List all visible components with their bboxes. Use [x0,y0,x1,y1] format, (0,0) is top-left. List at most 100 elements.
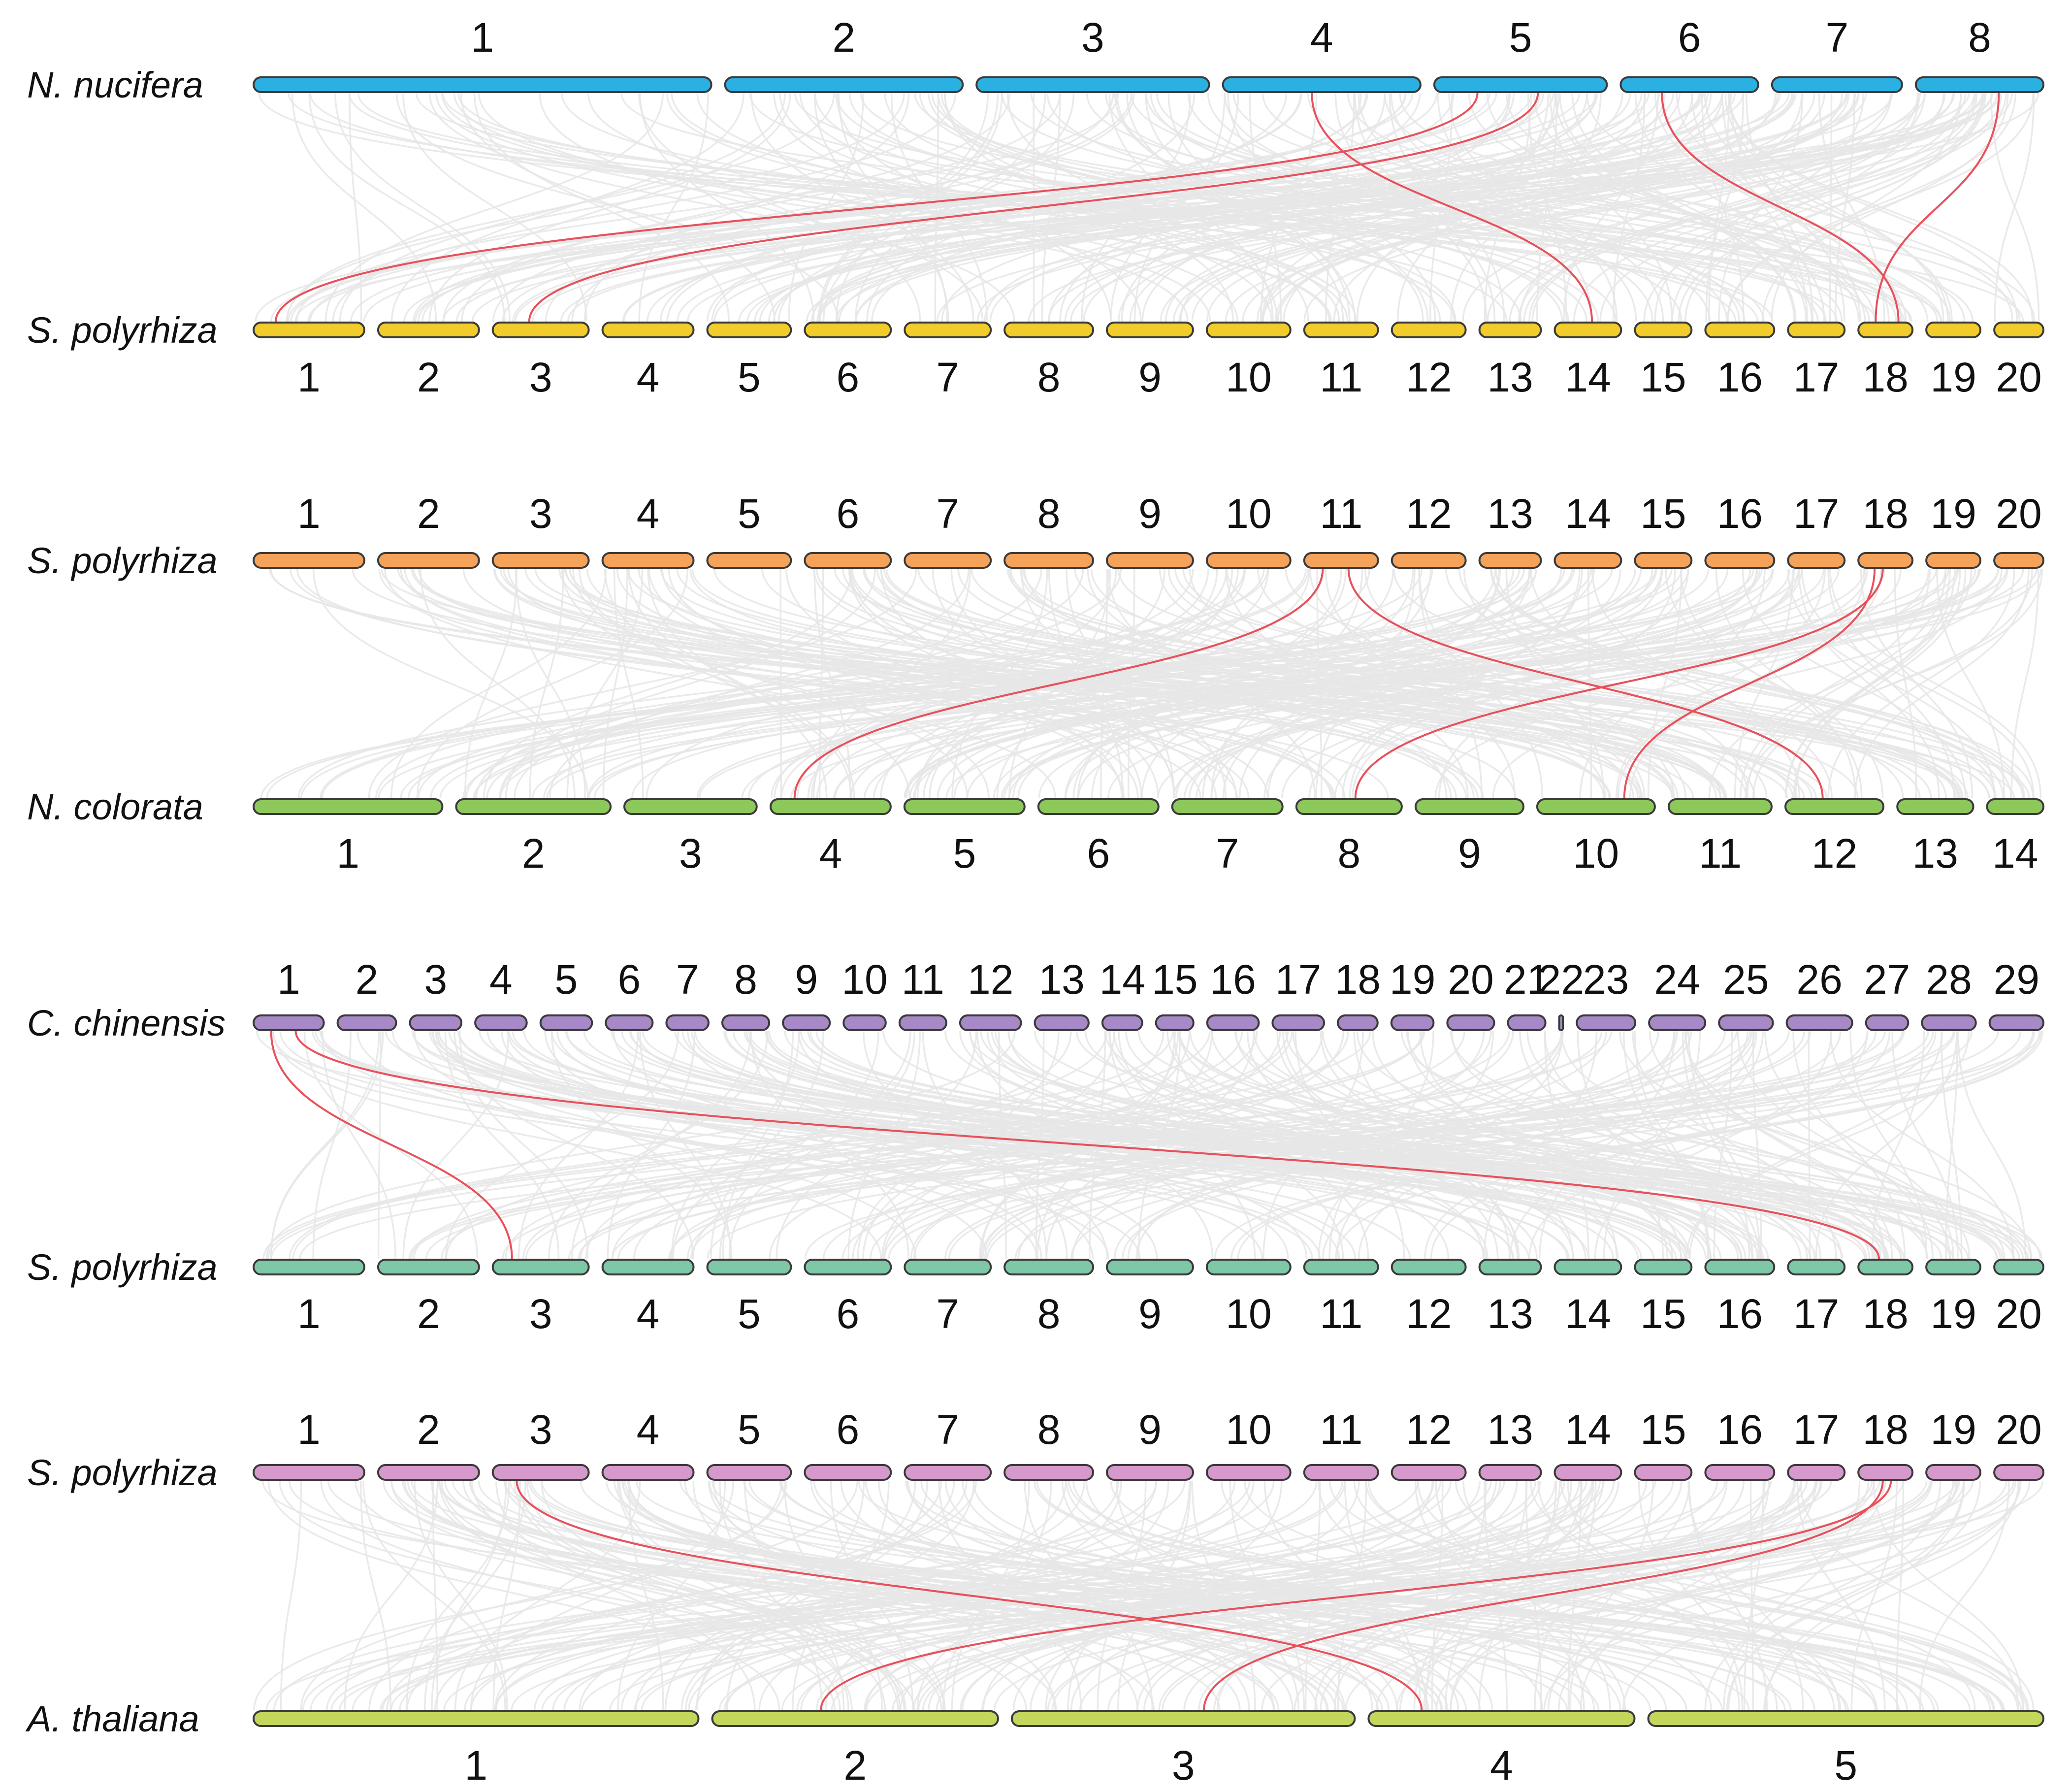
chromosome-bar [1106,1259,1194,1275]
background-link [1158,1480,1875,1711]
chromosome-label: 6 [836,490,859,537]
background-link [633,1480,1932,1711]
chromosome-bar [1446,1014,1495,1031]
background-link [253,1480,859,1711]
chromosome-label: 8 [1037,1406,1061,1453]
chromosome-label: 8 [734,956,757,1003]
background-link [334,93,511,322]
chromosome-label: 28 [1926,956,1972,1003]
background-link [428,93,1015,322]
chromosome-label: 3 [679,830,702,877]
background-link [377,1031,382,1259]
chromosome-label: 9 [1458,830,1481,877]
chromosome-bar [782,1014,831,1031]
background-link [768,93,1631,322]
background-link [1726,1480,1981,1711]
chromosome-bar [1222,76,1422,93]
chromosome-label: 5 [1509,14,1532,61]
background-link [648,568,1125,799]
chromosome-bar [1337,1014,1379,1031]
background-link [609,1480,2015,1711]
chromosome-label: 1 [336,830,359,877]
background-link [355,1480,1028,1711]
background-link [1191,1480,1256,1711]
background-link [478,93,1211,322]
background-link [1418,568,1543,799]
background-link [529,568,564,799]
species-label-top: N. nucifera [27,65,203,105]
highlight-link [275,93,1479,322]
chromosome-label: 7 [936,354,959,400]
chromosome-label: 5 [738,1291,761,1337]
chromosome-bar [1433,76,1608,93]
background-link [1800,1480,2019,1711]
chromosome-label: 13 [1038,956,1084,1003]
background-link [917,568,1859,799]
background-link [1854,568,2030,799]
background-link [1787,568,1996,799]
background-link [1445,568,2004,799]
background-link [1688,1480,1768,1711]
background-link [1603,1031,1701,1259]
chromosome-label: 8 [1968,14,1991,61]
background-link [1314,1480,1595,1711]
chromosome-label: 8 [1337,830,1360,877]
background-link [1557,1480,1885,1711]
background-link [784,1031,1942,1259]
chromosome-bar [1478,1259,1542,1275]
chromosome-bar [1303,1259,1379,1275]
background-link [1048,93,1515,322]
background-link [1400,1031,2015,1259]
background-link [514,1480,853,1711]
background-link [1159,568,1642,799]
background-link [566,1031,1639,1259]
background-link [1070,1031,1869,1259]
chromosome-bar [706,322,792,338]
chromosome-label: 7 [936,1406,959,1453]
chromosome-label: 7 [1216,830,1239,877]
chromosome-bar [1037,798,1160,815]
background-link [442,93,1986,322]
chromosome-label: 26 [1796,956,1842,1003]
chromosome-bar [1003,322,1094,338]
chromosome-bar [474,1014,528,1031]
background-link [1135,1031,1564,1259]
background-link [1429,93,1453,322]
background-link [1234,1031,1928,1259]
chromosome-label: 8 [1037,490,1061,537]
chromosome-label: 1 [464,1742,487,1789]
background-link [1764,1480,1965,1711]
background-link [633,1031,1293,1259]
chromosome-bar [1558,1014,1564,1031]
background-link [405,1480,510,1711]
background-link [299,1031,1955,1259]
background-link [1292,1031,1674,1259]
background-link [1936,568,2005,799]
chromosome-bar [721,1014,771,1031]
chromosome-bar [1704,552,1776,569]
background-link [1718,93,1804,322]
chromosome-bar [1718,1014,1774,1031]
chromosome-bar [1925,1259,1982,1275]
chromosome-bar [491,322,590,338]
background-link [1684,93,1984,322]
background-link [1237,1031,2040,1259]
background-link [855,93,1859,322]
chromosome-label: 18 [1862,354,1908,400]
background-link [810,1480,1346,1711]
background-link [862,1031,1115,1259]
chromosome-label: 4 [637,354,660,400]
background-link [1829,568,2042,799]
background-link [416,568,689,799]
background-link [1734,568,1794,799]
background-link [1221,1480,1713,1711]
chromosome-bar [1414,798,1524,815]
background-link [1830,1031,2014,1259]
chromosome-label: 14 [1565,490,1611,537]
background-link [344,1480,439,1711]
chromosome-label: 1 [471,14,494,61]
chromosome-label: 2 [522,830,545,877]
background-link [818,93,1955,322]
chromosome-label: 2 [417,1406,440,1453]
